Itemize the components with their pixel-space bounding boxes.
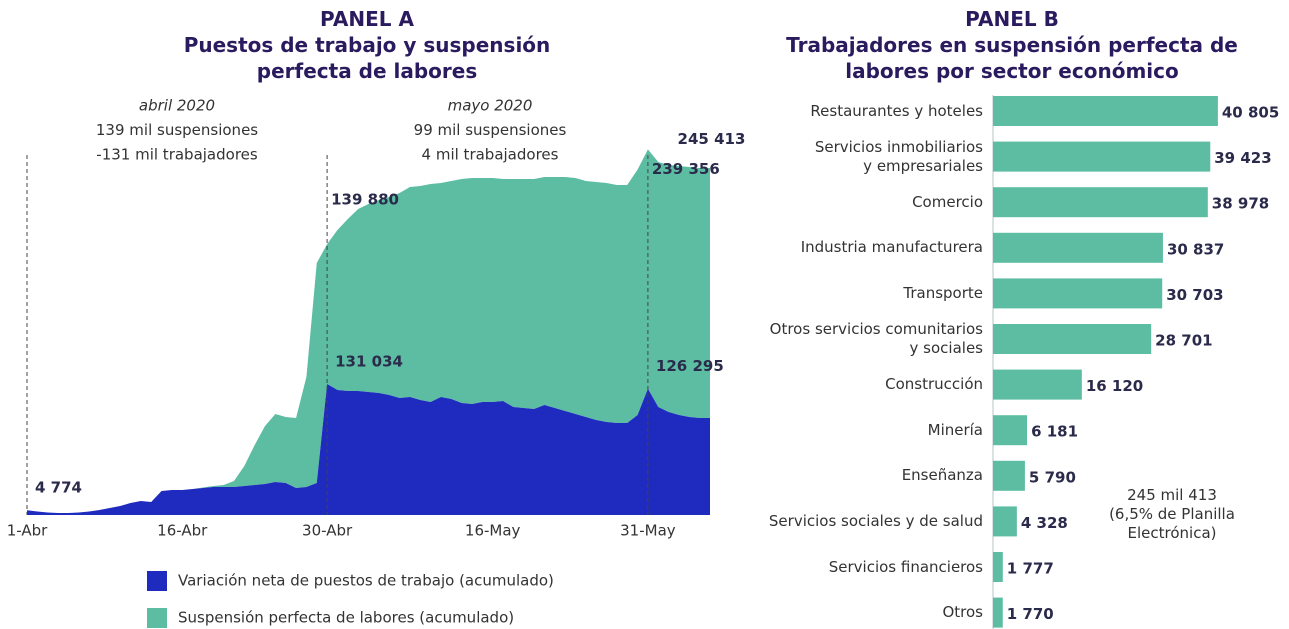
- bar: [993, 552, 1003, 582]
- legend-swatch: [147, 571, 167, 591]
- chart-title: PANEL B: [965, 7, 1059, 31]
- value-label: 5 790: [1029, 468, 1076, 486]
- y-tick-label: Construcción: [885, 375, 983, 394]
- value-label: 131 034: [335, 352, 403, 370]
- chart-subtitle: Puestos de trabajo y suspensión perfecta…: [183, 33, 551, 83]
- value-label: 38 978: [1212, 195, 1269, 213]
- y-tick-label: Servicios sociales y de salud: [768, 511, 983, 530]
- x-tick-label: 30-Abr: [302, 522, 353, 540]
- value-label: 28 701: [1155, 332, 1212, 350]
- area: [27, 383, 710, 515]
- bar: [993, 187, 1208, 218]
- annotation: mayo 2020: [448, 97, 533, 115]
- annotation: -131 mil trabajadores: [96, 146, 258, 164]
- value-label: 139 880: [331, 191, 399, 209]
- annotation: 139 mil suspensiones: [96, 121, 258, 139]
- y-tick-label: Minería: [927, 420, 983, 439]
- value-label: 4 328: [1021, 514, 1068, 532]
- value-label: 39 423: [1214, 149, 1271, 167]
- bar: [993, 141, 1211, 172]
- bar: [993, 597, 1003, 628]
- bar: [993, 232, 1163, 263]
- bar: [993, 506, 1017, 537]
- y-tick-label: Servicios financieros: [828, 557, 983, 576]
- area: [27, 149, 710, 513]
- value-label: 4 774: [35, 479, 82, 497]
- bar: [993, 369, 1082, 400]
- y-tick-label: Restaurantes y hoteles: [810, 101, 983, 120]
- annotation: 4 mil trabajadores: [422, 146, 559, 164]
- annotation: abril 2020: [139, 97, 215, 115]
- bar: [993, 278, 1163, 309]
- bar: [993, 96, 1218, 126]
- bar: [993, 324, 1152, 354]
- y-tick-label: Servicios inmobiliarios y empresariales: [814, 137, 983, 175]
- value-label: 30 837: [1167, 240, 1224, 258]
- value-label: 6 181: [1031, 423, 1078, 441]
- bar: [993, 460, 1025, 491]
- value-label: 1 777: [1007, 560, 1054, 578]
- y-tick-label: Transporte: [903, 283, 983, 302]
- chart-title: PANEL A: [320, 7, 414, 31]
- annotation: 99 mil suspensiones: [414, 121, 567, 139]
- value-label: 40 805: [1222, 104, 1279, 122]
- value-label: 1 770: [1007, 605, 1054, 623]
- x-tick-label: 1-Abr: [7, 522, 48, 540]
- value-label: 126 295: [656, 357, 724, 375]
- value-label: 30 703: [1166, 286, 1223, 304]
- legend-label: Suspensión perfecta de labores (acumulad…: [178, 609, 514, 627]
- x-tick-label: 31-May: [620, 522, 676, 540]
- panel-b-heading: PANEL B Trabajadores en suspensión perfe…: [742, 6, 1282, 84]
- chart-subtitle: Trabajadores en suspensión perfecta de l…: [786, 33, 1238, 83]
- annotation: 245 mil 413 (6,5% de Planilla Electrónic…: [1109, 486, 1235, 542]
- y-tick-label: Industria manufacturera: [800, 238, 983, 257]
- panel-a-heading: PANEL A Puestos de trabajo y suspensión …: [142, 6, 592, 84]
- bar: [993, 415, 1028, 446]
- y-tick-label: Otros: [942, 603, 983, 622]
- value-label: 16 120: [1086, 377, 1143, 395]
- x-tick-label: 16-Abr: [157, 522, 208, 540]
- value-label: 239 356: [652, 160, 720, 178]
- y-tick-label: Comercio: [912, 192, 983, 211]
- x-tick-label: 16-May: [465, 522, 521, 540]
- legend-swatch: [147, 608, 167, 628]
- y-tick-label: Enseñanza: [901, 466, 983, 485]
- legend-label: Variación neta de puestos de trabajo (ac…: [178, 572, 554, 590]
- y-tick-label: Otros servicios comunitarios y sociales: [769, 320, 983, 357]
- value-label: 245 413: [678, 130, 746, 148]
